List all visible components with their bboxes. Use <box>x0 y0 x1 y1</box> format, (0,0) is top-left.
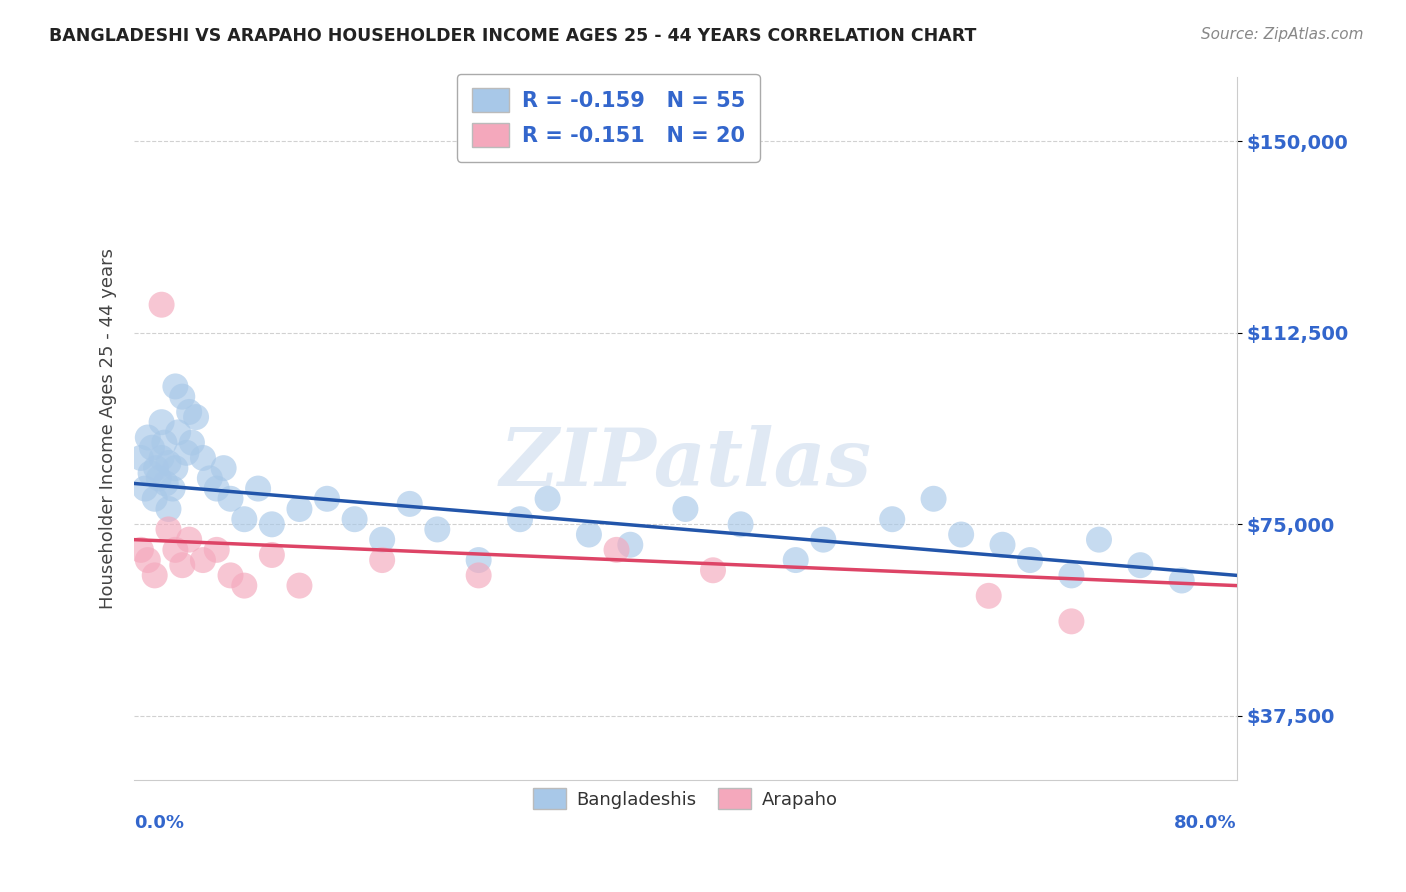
Point <box>371 533 394 547</box>
Point <box>813 533 835 547</box>
Point <box>1170 574 1192 588</box>
Point <box>247 482 270 496</box>
Point <box>150 298 173 312</box>
Point <box>172 558 194 573</box>
Y-axis label: Householder Income Ages 25 - 44 years: Householder Income Ages 25 - 44 years <box>100 248 117 609</box>
Point <box>288 579 311 593</box>
Point <box>536 491 558 506</box>
Point <box>134 482 156 496</box>
Point <box>212 461 235 475</box>
Point <box>198 471 221 485</box>
Point <box>977 589 1000 603</box>
Point <box>162 482 184 496</box>
Point <box>136 553 159 567</box>
Point <box>176 446 198 460</box>
Text: BANGLADESHI VS ARAPAHO HOUSEHOLDER INCOME AGES 25 - 44 YEARS CORRELATION CHART: BANGLADESHI VS ARAPAHO HOUSEHOLDER INCOM… <box>49 27 977 45</box>
Point <box>467 568 489 582</box>
Point <box>129 450 152 465</box>
Point <box>1019 553 1042 567</box>
Point <box>219 568 242 582</box>
Point <box>785 553 807 567</box>
Point <box>1129 558 1152 573</box>
Point <box>467 553 489 567</box>
Point <box>233 579 256 593</box>
Point <box>675 502 697 516</box>
Point <box>129 542 152 557</box>
Point <box>233 512 256 526</box>
Point <box>157 502 180 516</box>
Text: 0.0%: 0.0% <box>134 814 184 832</box>
Point <box>150 415 173 429</box>
Point <box>143 568 166 582</box>
Point <box>991 538 1014 552</box>
Point <box>184 410 207 425</box>
Point <box>260 517 283 532</box>
Point <box>157 523 180 537</box>
Legend: Bangladeshis, Arapaho: Bangladeshis, Arapaho <box>523 777 848 820</box>
Point <box>605 542 627 557</box>
Point <box>922 491 945 506</box>
Point <box>578 527 600 541</box>
Point <box>172 390 194 404</box>
Point <box>205 482 228 496</box>
Point <box>882 512 904 526</box>
Point <box>139 467 162 481</box>
Point <box>950 527 973 541</box>
Point <box>316 491 339 506</box>
Text: 80.0%: 80.0% <box>1174 814 1237 832</box>
Point <box>157 456 180 470</box>
Point <box>288 502 311 516</box>
Text: ZIPatlas: ZIPatlas <box>499 425 872 502</box>
Point <box>371 553 394 567</box>
Point <box>730 517 752 532</box>
Point <box>179 405 201 419</box>
Point <box>141 441 163 455</box>
Point <box>153 435 176 450</box>
Point <box>1060 568 1083 582</box>
Point <box>165 461 187 475</box>
Point <box>191 553 214 567</box>
Point <box>702 563 724 577</box>
Point <box>1088 533 1111 547</box>
Point <box>426 523 449 537</box>
Point <box>219 491 242 506</box>
Point <box>260 548 283 562</box>
Point <box>143 491 166 506</box>
Point <box>145 461 167 475</box>
Point <box>343 512 366 526</box>
Point <box>1060 615 1083 629</box>
Point <box>165 542 187 557</box>
Point <box>155 476 177 491</box>
Text: Source: ZipAtlas.com: Source: ZipAtlas.com <box>1201 27 1364 42</box>
Point <box>150 450 173 465</box>
Point <box>509 512 531 526</box>
Point <box>619 538 641 552</box>
Point <box>179 533 201 547</box>
Point <box>398 497 420 511</box>
Point <box>148 471 170 485</box>
Point <box>205 542 228 557</box>
Point <box>167 425 190 440</box>
Point <box>136 430 159 444</box>
Point <box>191 450 214 465</box>
Point <box>181 435 204 450</box>
Point <box>165 379 187 393</box>
